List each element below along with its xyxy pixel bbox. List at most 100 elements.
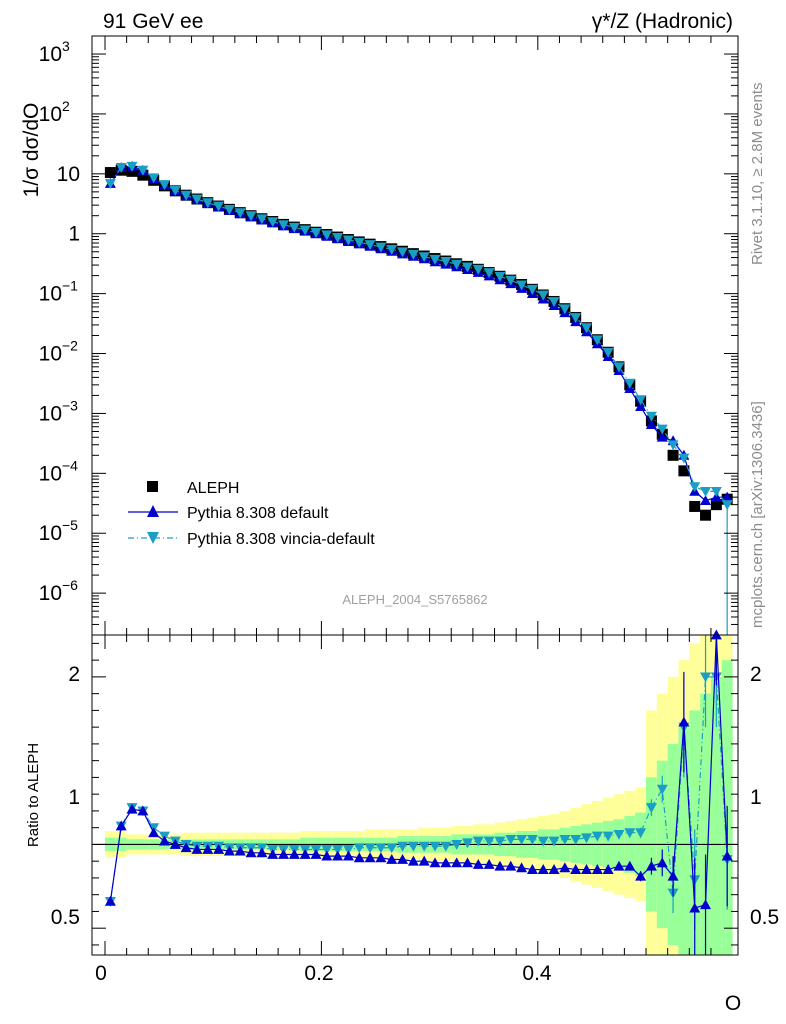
vincia-default-ratio-point [418, 841, 430, 852]
vincia-default-point [191, 194, 203, 205]
pythia-default-ratio-point [548, 864, 560, 874]
vincia-default-ratio-point [429, 841, 441, 852]
main-y-tick-exponent: 3 [62, 38, 70, 54]
ratio-band-inner [700, 693, 711, 955]
pythia-default-ratio-point [602, 864, 614, 874]
vincia-default-ratio-point [526, 834, 538, 845]
pythia-default-point [721, 491, 733, 502]
aleph-point [700, 509, 712, 521]
vincia-default-point [310, 228, 322, 238]
x-tick-0.2: 0.2 [304, 962, 333, 985]
pythia-default-line [109, 165, 728, 502]
pythia-default-ratio-point [483, 859, 495, 869]
pythia-default-ratio-point [710, 629, 722, 640]
vincia-default-point [429, 254, 441, 265]
vincia-default-point [137, 165, 149, 176]
pythia-default-ratio-point [635, 870, 647, 881]
vincia-default-ratio-point [472, 836, 484, 847]
legend-marker-data [147, 481, 158, 492]
vincia-default-ratio-line [109, 676, 728, 902]
vincia-default-point [342, 235, 354, 246]
pythia-default-ratio-point [537, 864, 549, 874]
pythia-default-ratio-point [126, 803, 138, 814]
vincia-default-point [645, 411, 657, 422]
pythia-default-ratio-point [505, 860, 517, 871]
ratio-y-tick-right-1: 1 [750, 786, 762, 809]
ratio-ticks: 2 1 0.5 2 1 0.5 0 0.2 0.4 [51, 635, 779, 985]
vincia-default-ratio-point [321, 845, 333, 855]
ratio-y-tick-right-0.5: 0.5 [750, 906, 779, 929]
legend: ALEPH Pythia 8.308 default Pythia 8.308 … [128, 480, 375, 548]
vincia-default-point [483, 268, 495, 279]
pythia-default-ratio-point [104, 895, 116, 906]
main-y-axis-label: 1/σ dσ/dO [20, 103, 43, 198]
x-axis-label: O [725, 992, 741, 1015]
vincia-default-point [386, 244, 398, 255]
ratio-y-axis-label: Ratio to ALEPH [25, 743, 42, 847]
main-y-tick-exponent: −6 [62, 577, 78, 593]
vincia-default-point [472, 264, 484, 275]
vincia-default-point [213, 201, 225, 212]
pythia-default-ratio-point [526, 864, 538, 874]
pythia-default-ratio-point [591, 864, 603, 874]
vincia-default-point [537, 290, 549, 301]
vincia-default-point [591, 335, 603, 346]
vincia-default-point [624, 378, 636, 389]
aleph-point [667, 449, 679, 461]
main-y-tick-label: 10 [39, 462, 62, 485]
vincia-default-point [559, 304, 571, 315]
ratio-y-tick-right-2: 2 [750, 663, 762, 686]
vincia-default-point [407, 249, 419, 260]
pythia-default-ratio-point [223, 845, 235, 856]
x-tick-0.4: 0.4 [522, 962, 552, 985]
ratio-frame [91, 634, 739, 956]
aleph-point [710, 499, 722, 511]
vincia-default-point [202, 198, 214, 209]
pythia-default-ratio-point [559, 862, 571, 873]
pythia-default-ratio-point [321, 850, 333, 861]
vincia-default-ratio-point [613, 829, 625, 840]
main-y-tick-label: 10 [39, 103, 62, 126]
vincia-default-ratio-point [364, 843, 376, 854]
vincia-default-ratio-point [440, 841, 452, 852]
main-y-tick-label: 1 [68, 223, 80, 246]
vincia-default-ratio-point [591, 831, 603, 842]
pythia-default-ratio-point [191, 843, 203, 854]
pythia-default-ratio-point [158, 835, 170, 846]
vincia-default-point [321, 230, 333, 241]
pythia-default-ratio-point [667, 870, 679, 881]
aleph-point [678, 465, 690, 477]
main-y-tick-exponent: −1 [62, 278, 78, 294]
legend-marker-vincia [147, 532, 159, 544]
legend-marker-pythia [147, 505, 159, 517]
pythia-default-ratio-point [342, 850, 354, 861]
pythia-default-ratio-point [245, 847, 257, 858]
vincia-default-point [245, 211, 257, 222]
vincia-default-ratio-point [494, 836, 506, 847]
energy-label: 91 GeV ee [103, 10, 203, 33]
legend-label-pythia: Pythia 8.308 default [187, 505, 329, 522]
pythia-default-ratio-point [516, 862, 528, 873]
vincia-default-point [548, 297, 560, 307]
ratio-panel: 2 1 0.5 2 1 0.5 0 0.2 0.4 Ratio to ALEPH… [25, 629, 779, 1015]
ratio-y-tick-left-1: 1 [68, 786, 80, 809]
vincia-default-ratio-point [516, 834, 528, 845]
pythia-default-ratio-point [678, 716, 690, 727]
vincia-default-point [440, 257, 452, 267]
ratio-marks [104, 629, 733, 955]
pythia-default-ratio-point [299, 848, 311, 859]
pythia-default-ratio-point [332, 850, 344, 861]
vincia-default-point [635, 395, 647, 406]
pythia-default-ratio-point [440, 857, 452, 868]
main-y-tick-label: 10 [57, 163, 80, 186]
pythia-default-ratio-point [278, 848, 290, 859]
pythia-default-ratio-point [613, 860, 625, 871]
vincia-default-ratio-point [559, 834, 571, 845]
vincia-default-ratio-point [407, 841, 419, 852]
pythia-default-ratio-point [148, 827, 160, 838]
pythia-default-ratio-point [581, 864, 593, 874]
main-y-tick-label: 10 [39, 402, 62, 425]
